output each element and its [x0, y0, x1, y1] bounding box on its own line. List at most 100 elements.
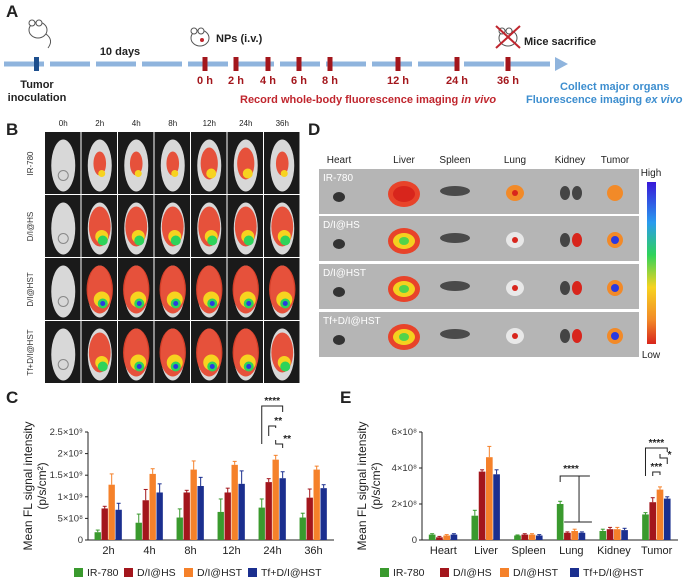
- significance-label: **: [274, 416, 282, 427]
- significance-bracket: [261, 405, 284, 444]
- record-label: Record whole-body fluorescence imaging i…: [240, 94, 496, 106]
- signal-high: [207, 235, 218, 246]
- signal-mid: [280, 170, 288, 177]
- time-label: 36 h: [497, 75, 519, 87]
- panel-letter-e: E: [340, 388, 352, 407]
- bar: [217, 511, 224, 540]
- bar: [642, 514, 649, 540]
- x-tick-label: 8h: [184, 545, 196, 557]
- bar: [313, 469, 320, 540]
- bar: [564, 532, 571, 540]
- significance-bracket: [652, 471, 661, 476]
- y-axis-label-line: Mean FL signal intensity: [21, 422, 35, 551]
- mouse-body: [51, 139, 76, 192]
- x-tick-label: Heart: [430, 545, 457, 557]
- x-tick-label: 2h: [102, 545, 114, 557]
- days-label: 10 days: [100, 46, 140, 58]
- organ-row-label: Tf+D/I@HST: [323, 316, 381, 327]
- bar: [101, 508, 108, 540]
- tumor-organ: [607, 185, 623, 201]
- organ-row-bg: [319, 169, 639, 214]
- x-tick-label: Spleen: [512, 545, 546, 557]
- liver-signal: [393, 186, 415, 202]
- bar: [450, 534, 458, 540]
- legend-label: IR-780: [393, 567, 425, 579]
- time-marker: [265, 57, 271, 71]
- bar: [156, 492, 163, 540]
- bar: [486, 457, 493, 540]
- y-tick-label: 1.5×10⁹: [50, 470, 83, 481]
- scale-low: Low: [642, 350, 661, 361]
- sacrifice-mouse-icon: [495, 25, 521, 49]
- row-label: D/I@HST: [26, 272, 35, 306]
- y-axis-label-line: (p/s/cm²): [369, 462, 383, 509]
- legend-label: D/I@HS: [453, 567, 492, 579]
- bar: [272, 459, 279, 540]
- y-tick-label: 5×10⁸: [58, 513, 83, 524]
- bar: [599, 531, 607, 540]
- bar: [606, 529, 614, 540]
- chart-e: Mean FL signal intensity(p/s/cm²) 0 2×10⁸ 4…: [355, 422, 678, 579]
- colorbar: [647, 182, 656, 344]
- organ-label: Lung: [504, 155, 526, 166]
- signal-mid: [206, 168, 217, 179]
- signal-peak: [100, 301, 106, 306]
- significance-bracket: [559, 475, 590, 482]
- inoculation-marker: [34, 57, 39, 71]
- y-axis-label-line: Mean FL signal intensity: [355, 422, 369, 551]
- signal-mid: [134, 170, 142, 177]
- x-tick-label: 36h: [304, 545, 322, 557]
- signal-mid: [171, 170, 179, 177]
- legend-label: Tf+D/I@HST: [261, 567, 322, 579]
- spleen-organ: [440, 186, 470, 196]
- legend-label: IR-780: [87, 567, 119, 579]
- kidney-left: [560, 281, 570, 295]
- mouse-body: [51, 328, 76, 381]
- signal-high: [280, 235, 291, 246]
- legend-swatch: [440, 568, 449, 577]
- bar: [279, 478, 286, 540]
- legend-label: D/I@HST: [197, 567, 243, 579]
- bar: [115, 509, 122, 540]
- bar: [556, 504, 564, 540]
- row-label: D/I@HS: [26, 212, 35, 241]
- bar: [428, 534, 436, 540]
- sacrifice-label: Mice sacrifice: [524, 36, 596, 48]
- bar: [299, 517, 306, 540]
- panel-letter-b: B: [6, 120, 19, 139]
- kidney-right: [572, 329, 582, 343]
- organ-label: Heart: [327, 155, 352, 166]
- tumor-inoculation-label: Tumor inoculation: [8, 79, 67, 104]
- signal-mid: [98, 170, 106, 177]
- bar: [224, 492, 231, 540]
- heart-organ: [333, 239, 345, 249]
- spleen-organ: [440, 329, 470, 339]
- significance-label: ****: [563, 464, 579, 475]
- signal-peak: [173, 364, 179, 369]
- heart-organ: [333, 287, 345, 297]
- y-tick-label: 1×10⁹: [58, 492, 83, 503]
- time-marker: [296, 57, 302, 71]
- time-marker: [454, 57, 460, 71]
- heart-organ: [333, 192, 345, 202]
- panel-letter-a: A: [6, 2, 19, 21]
- signal-high: [280, 361, 291, 372]
- bar: [649, 502, 657, 540]
- legend-swatch: [74, 568, 83, 577]
- panel-letter-d: D: [308, 120, 321, 139]
- time-column-label: 2h: [95, 119, 104, 128]
- organ-row-bg: [319, 312, 639, 357]
- timeline-arrow: [555, 57, 568, 71]
- significance-label: ***: [651, 462, 663, 473]
- tumor-outline: [57, 233, 69, 244]
- time-column-label: 0h: [59, 119, 68, 128]
- signal-mid: [242, 168, 253, 179]
- time-column-label: 12h: [203, 119, 216, 128]
- bar: [190, 469, 197, 540]
- tumor-signal: [611, 332, 619, 340]
- organ-label: Tumor: [601, 155, 630, 166]
- time-label: 4 h: [260, 75, 276, 87]
- heart-organ: [333, 335, 345, 345]
- signal-high: [170, 235, 181, 246]
- bar: [258, 507, 265, 540]
